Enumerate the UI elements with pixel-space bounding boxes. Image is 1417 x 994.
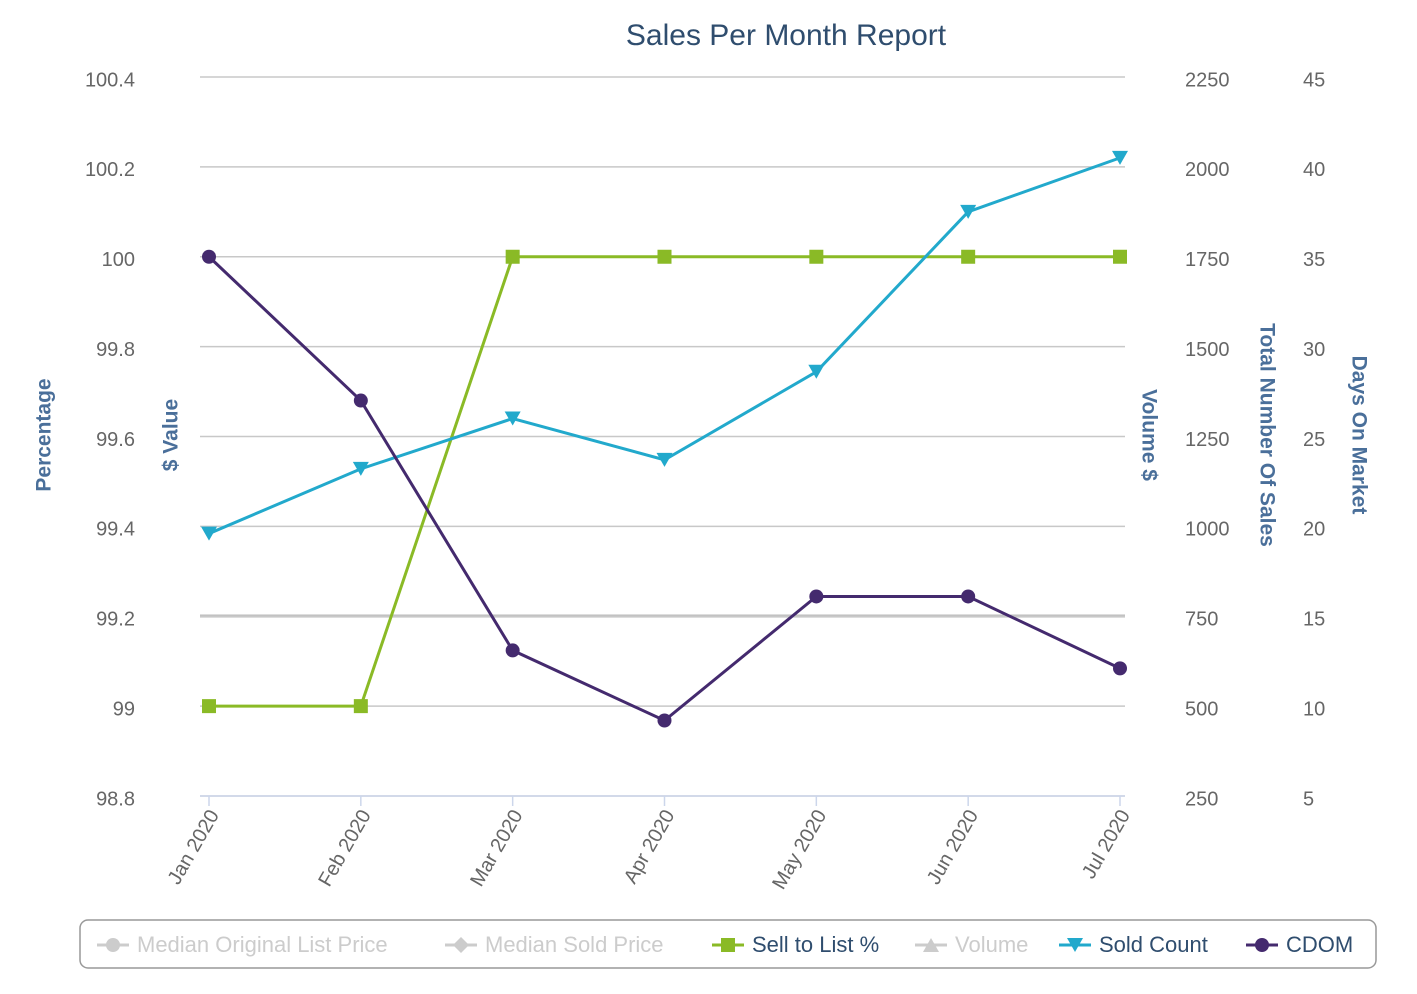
data-point <box>808 364 825 379</box>
x-tick-label: Feb 2020 <box>314 806 375 890</box>
legend-marker <box>923 938 939 952</box>
data-point <box>505 643 520 658</box>
y-tick-label: 2250 <box>1185 69 1230 91</box>
y-tick-label: 100.4 <box>85 69 135 91</box>
y-tick-label: 500 <box>1185 698 1218 720</box>
series-line <box>207 255 1121 723</box>
x-tick-label: May 2020 <box>768 806 831 893</box>
axis-title: Percentage <box>33 378 56 491</box>
data-point <box>656 452 673 467</box>
legend-item[interactable]: Sold Count <box>1059 932 1208 957</box>
y-tick-label: 750 <box>1185 609 1218 631</box>
legend-item[interactable]: Volume <box>915 932 1028 957</box>
y-tick-label: 1000 <box>1185 519 1230 541</box>
y-tick-label: 100.2 <box>85 159 135 181</box>
series-line <box>209 255 1120 708</box>
x-tick-label: Jul 2020 <box>1078 806 1135 882</box>
legend-label: Sell to List % <box>752 932 879 957</box>
y-tick-label: 1250 <box>1185 429 1230 451</box>
data-point <box>1112 150 1128 165</box>
legend-item[interactable]: Sell to List % <box>712 932 879 957</box>
y-tick-label: 1500 <box>1185 339 1230 361</box>
data-point <box>353 699 368 714</box>
axis-title: Total Number Of Sales <box>1255 323 1278 547</box>
legend-marker <box>453 937 469 953</box>
y-tick-label: 35 <box>1303 249 1325 271</box>
series-line <box>208 156 1121 535</box>
x-tick-label: Apr 2020 <box>620 806 680 887</box>
chart-title: Sales Per Month Report <box>626 19 947 52</box>
data-point <box>809 249 824 264</box>
y-tick-label: 98.8 <box>96 788 135 810</box>
y-tick-label: 250 <box>1185 788 1218 810</box>
y-tick-label: 99 <box>113 698 135 720</box>
data-point <box>505 249 520 264</box>
y-tick-label: 1750 <box>1185 249 1230 271</box>
data-point <box>809 589 824 604</box>
y-tick-label: 20 <box>1303 519 1325 541</box>
data-point <box>1113 249 1127 264</box>
axis-title: Volume $ <box>1137 389 1160 481</box>
x-tick-label: Mar 2020 <box>466 806 527 890</box>
legend-label: Median Sold Price <box>485 932 664 957</box>
legend-marker <box>1255 938 1269 952</box>
data-point <box>353 393 368 408</box>
y-tick-label: 40 <box>1303 159 1325 181</box>
legend-marker <box>721 938 735 952</box>
y-tick-label: 2000 <box>1185 159 1230 181</box>
series <box>202 249 1127 714</box>
y-tick-label: 5 <box>1303 788 1314 810</box>
legend-label: CDOM <box>1286 932 1353 957</box>
y-tick-label: 25 <box>1303 429 1325 451</box>
legend-label: Volume <box>955 932 1028 957</box>
legend-marker <box>106 938 120 952</box>
data-point <box>201 526 217 541</box>
y-tick-label: 99.4 <box>96 519 135 541</box>
y-tick-label: 99.8 <box>96 339 135 361</box>
data-point <box>961 589 976 604</box>
legend-marker <box>1067 938 1083 952</box>
y-tick-label: 30 <box>1303 339 1325 361</box>
legend-label: Sold Count <box>1099 932 1208 957</box>
data-point <box>352 461 369 476</box>
data-point <box>961 249 976 264</box>
legend-label: Median Original List Price <box>137 932 388 957</box>
legend-item[interactable]: Median Sold Price <box>445 932 664 957</box>
data-point <box>202 699 216 714</box>
series <box>201 150 1128 541</box>
data-point <box>657 713 672 728</box>
y-tick-label: 45 <box>1303 69 1325 91</box>
x-tick-label: Jan 2020 <box>164 806 224 888</box>
axis-title: Days On Market <box>1347 356 1370 515</box>
legend-item[interactable]: CDOM <box>1246 932 1353 957</box>
y-tick-label: 10 <box>1303 698 1325 720</box>
y-tick-label: 99.2 <box>96 609 135 631</box>
series <box>202 249 1127 728</box>
data-point <box>657 249 672 264</box>
data-point <box>504 411 521 426</box>
legend-item[interactable]: Median Original List Price <box>97 932 388 957</box>
y-tick-label: 15 <box>1303 609 1325 631</box>
data-point <box>1113 661 1127 676</box>
x-tick-label: Jun 2020 <box>923 806 983 888</box>
data-point <box>960 204 977 219</box>
y-tick-label: 100 <box>102 249 135 271</box>
data-point <box>202 249 216 264</box>
y-tick-label: 99.6 <box>96 429 135 451</box>
axis-title: $ Value <box>160 399 183 471</box>
